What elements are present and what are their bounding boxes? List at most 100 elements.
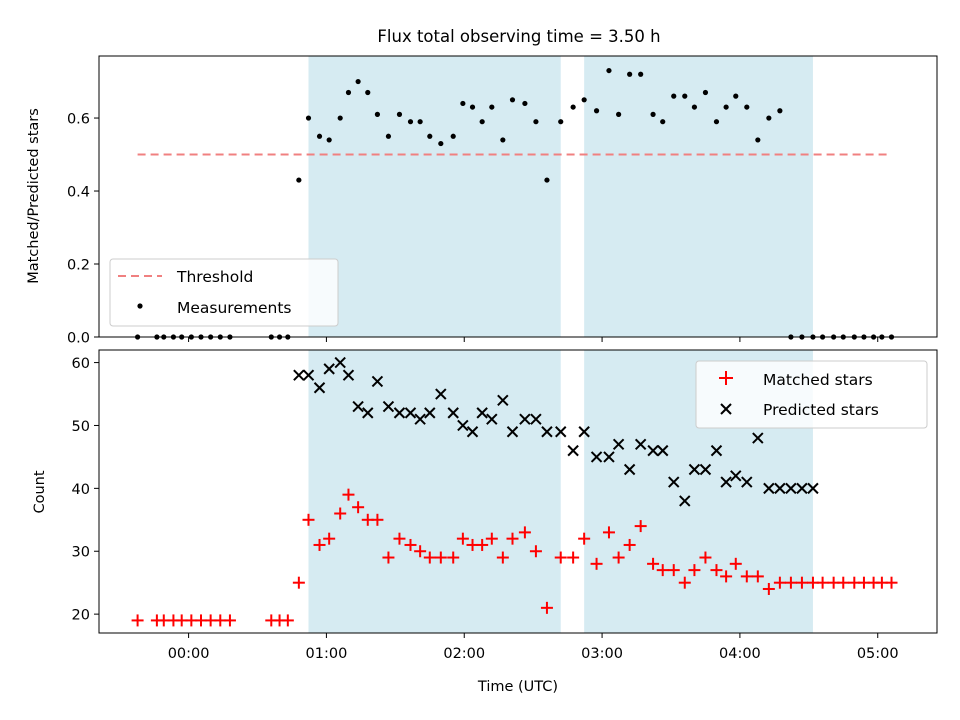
measurement-point — [660, 119, 666, 125]
predicted-star-x-b — [774, 482, 786, 495]
matched-star-point — [567, 551, 580, 564]
predicted-star-point — [710, 444, 723, 457]
measurement-point — [777, 108, 783, 114]
measurement-point — [570, 104, 576, 110]
matched-star-point — [762, 582, 775, 595]
predicted-star-point — [752, 432, 764, 444]
matched-star-point — [720, 570, 733, 583]
bottom-panel: 20 30 40 50 60 00:00 01:00 02:00 03:00 04:00 05:0… — [32, 349, 938, 695]
bottom-x-ticks: 00:00 01:00 02:00 03:00 04:00 05:00 — [168, 633, 899, 662]
predicted-star-point — [763, 482, 775, 495]
predicted-star-point — [730, 470, 742, 482]
predicted-star-point — [342, 369, 355, 381]
bottom-y-tick-label: 60 — [72, 356, 90, 372]
measurement-point — [355, 78, 361, 85]
matched-star-point — [656, 564, 669, 577]
matched-star-point — [292, 576, 305, 589]
measurement-point — [374, 111, 381, 117]
matched-star-point — [313, 538, 326, 551]
predicted-star-x-b — [741, 476, 753, 488]
predicted-star-x-b — [519, 413, 531, 425]
matched-star-point — [334, 507, 347, 520]
predicted-star-x-b — [720, 476, 732, 488]
bottom-x-tick-label: 00:00 — [168, 646, 210, 662]
predicted-star-x-b — [785, 482, 797, 495]
predicted-star-point — [404, 407, 417, 419]
matched-star-point — [634, 520, 647, 533]
measurement-point — [417, 119, 423, 125]
measurement-point — [337, 115, 343, 121]
top-axes-frame — [98, 55, 938, 338]
measurement-point — [593, 108, 600, 114]
measurement-point — [305, 115, 312, 121]
matched-star-point — [485, 532, 498, 545]
measurement-point — [702, 89, 709, 96]
predicted-star-point — [720, 476, 732, 488]
measurement-point — [427, 133, 433, 139]
predicted-star-x-b — [752, 432, 764, 444]
predicted-star-point — [435, 388, 447, 400]
top-legend: Threshold Measurements — [109, 258, 339, 327]
bottom-y-tick-label: 40 — [72, 482, 90, 498]
measurement-point — [489, 104, 495, 110]
predicted-star-point — [785, 482, 797, 495]
measurement-point — [479, 119, 485, 125]
bottom-x-tick-label: 03:00 — [581, 646, 623, 662]
top-x-ticks — [188, 337, 879, 342]
measurement-point — [581, 97, 587, 103]
predicted-star-x-b — [530, 413, 542, 425]
figure-title: Flux total observing time = 3.50 h — [377, 27, 660, 46]
predicted-star-point — [352, 400, 364, 413]
legend-measurements-swatch — [137, 303, 143, 309]
matched-star-point — [647, 557, 660, 570]
predicted-star-x-b — [603, 451, 615, 463]
predicted-star-point — [741, 476, 753, 488]
matched-star-point — [540, 601, 553, 614]
predicted-star-x-b — [414, 413, 426, 425]
measurement-point — [713, 119, 720, 125]
bottom-x-tick-label: 05:00 — [857, 646, 899, 662]
matched-star-point — [795, 576, 808, 589]
predicted-star-x-b — [476, 407, 488, 419]
measurement-point — [500, 137, 506, 143]
measurement-point — [326, 137, 332, 143]
matched-star-point — [837, 576, 850, 589]
predicted-star-x-b — [555, 426, 567, 438]
predicted-star-point — [555, 426, 567, 438]
matched-star-point — [612, 551, 625, 564]
predicted-star-x-b — [362, 407, 374, 419]
matched-stars-points — [131, 488, 898, 627]
matched-star-point — [816, 576, 829, 589]
legend-predicted-swatch — [720, 403, 732, 415]
predicted-star-x-b — [435, 388, 447, 400]
predicted-star-x-b — [404, 407, 417, 419]
x-axis-label: Time (UTC) — [477, 679, 558, 695]
measurement-point — [682, 93, 688, 99]
matched-star-point — [447, 551, 460, 564]
matched-star-point — [434, 551, 447, 564]
bottom-y-tick-label: 30 — [72, 545, 90, 561]
top-y-tick-label: 0.2 — [67, 258, 90, 274]
top-y-tick-label: 0.0 — [67, 331, 90, 347]
measurement-point — [744, 104, 750, 110]
top-y-axis-label: Matched/Predicted stars — [26, 108, 42, 284]
predicted-star-point — [302, 369, 315, 381]
legend-matched-swatch — [719, 371, 733, 385]
matched-star-point — [751, 570, 764, 583]
matched-star-point — [506, 532, 519, 545]
predicted-star-point — [774, 482, 786, 495]
matched-star-point — [404, 538, 417, 551]
top-observing-windows — [308, 56, 813, 337]
predicted-star-point — [334, 356, 346, 369]
matched-star-point — [518, 526, 531, 539]
matched-star-point — [281, 614, 294, 627]
predicted-star-point — [679, 495, 691, 507]
top-y-tick-label: 0.6 — [67, 112, 90, 128]
bottom-y-ticks: 20 30 40 50 60 — [72, 356, 99, 624]
predicted-star-point — [623, 463, 636, 476]
predicted-star-x-b — [590, 451, 603, 463]
measurement-point — [638, 71, 644, 77]
predicted-star-x-b — [457, 419, 469, 432]
measurement-point — [650, 111, 656, 117]
predicted-star-point — [424, 407, 436, 419]
